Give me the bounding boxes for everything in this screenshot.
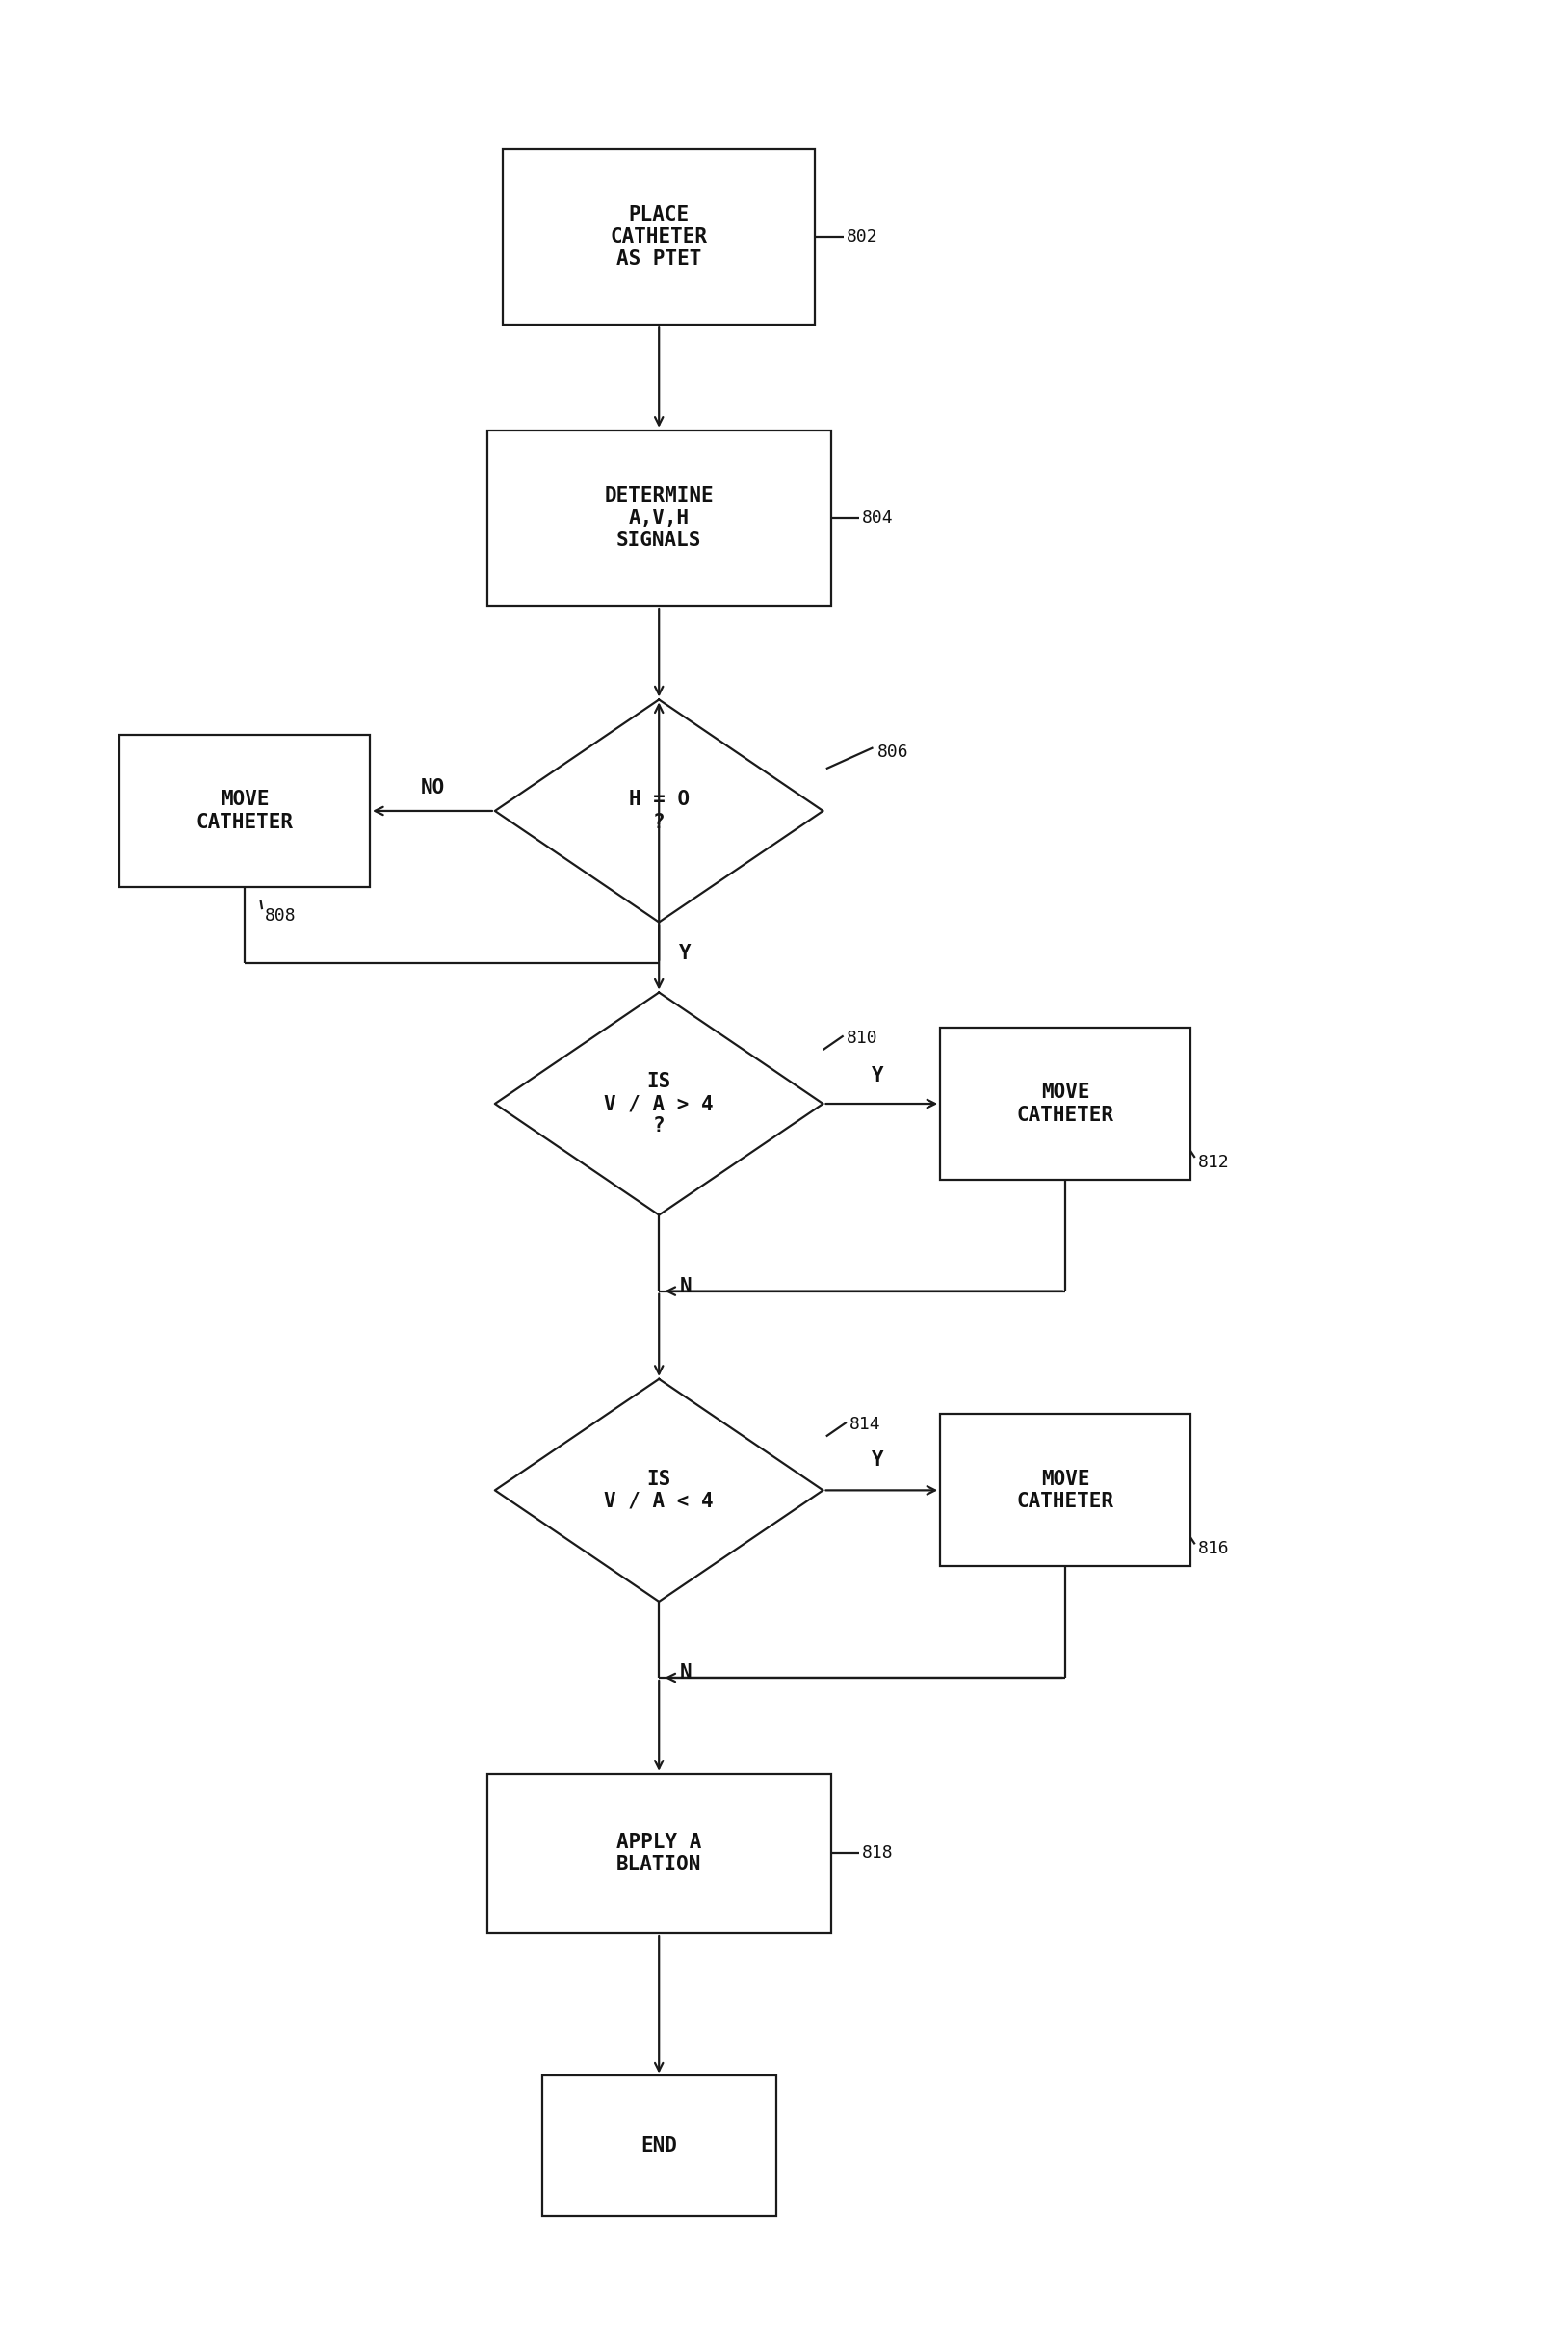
Text: Y: Y bbox=[872, 1451, 884, 1470]
Text: NO: NO bbox=[420, 777, 445, 796]
Text: MOVE
CATHETER: MOVE CATHETER bbox=[1016, 1082, 1113, 1125]
Text: Y: Y bbox=[872, 1066, 884, 1085]
FancyBboxPatch shape bbox=[488, 1773, 831, 1932]
Text: DETERMINE
A,V,H
SIGNALS: DETERMINE A,V,H SIGNALS bbox=[604, 486, 713, 549]
Text: 804: 804 bbox=[862, 510, 894, 526]
Text: N: N bbox=[679, 1277, 691, 1296]
Text: END: END bbox=[641, 2137, 677, 2155]
FancyBboxPatch shape bbox=[119, 735, 370, 888]
Text: H = O
?: H = O ? bbox=[629, 789, 690, 831]
FancyBboxPatch shape bbox=[941, 1028, 1190, 1179]
Text: IS
V / A > 4
?: IS V / A > 4 ? bbox=[604, 1071, 713, 1136]
Polygon shape bbox=[495, 1378, 823, 1601]
Text: PLACE
CATHETER
AS PTET: PLACE CATHETER AS PTET bbox=[610, 204, 707, 270]
Text: 810: 810 bbox=[847, 1028, 878, 1047]
FancyBboxPatch shape bbox=[488, 430, 831, 606]
Text: 812: 812 bbox=[1198, 1153, 1229, 1172]
Text: APPLY A
BLATION: APPLY A BLATION bbox=[616, 1831, 701, 1874]
Text: 816: 816 bbox=[1198, 1540, 1229, 1557]
Text: 818: 818 bbox=[862, 1846, 894, 1862]
Text: 814: 814 bbox=[850, 1416, 881, 1432]
Text: MOVE
CATHETER: MOVE CATHETER bbox=[196, 789, 293, 831]
FancyBboxPatch shape bbox=[503, 148, 815, 324]
Polygon shape bbox=[495, 700, 823, 923]
FancyBboxPatch shape bbox=[941, 1413, 1190, 1566]
Text: Y: Y bbox=[679, 944, 691, 963]
Text: IS
V / A < 4: IS V / A < 4 bbox=[604, 1470, 713, 1512]
Text: 806: 806 bbox=[878, 744, 909, 761]
FancyBboxPatch shape bbox=[543, 2076, 776, 2217]
Text: N: N bbox=[679, 1662, 691, 1684]
Text: 802: 802 bbox=[847, 228, 878, 247]
Text: 808: 808 bbox=[265, 909, 296, 925]
Text: MOVE
CATHETER: MOVE CATHETER bbox=[1016, 1470, 1113, 1512]
Polygon shape bbox=[495, 993, 823, 1214]
